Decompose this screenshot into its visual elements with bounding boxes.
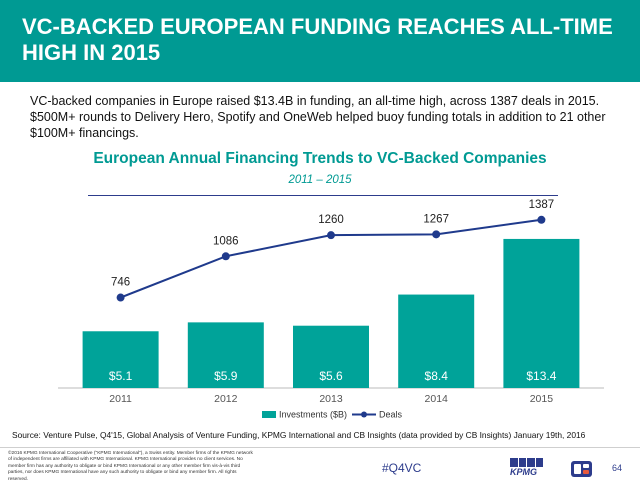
chart-subtitle: 2011 – 2015 [288,174,352,186]
page-number: 64 [612,463,623,473]
cb-insights-logo-icon [571,461,592,477]
bar [187,322,264,388]
combo-chart: $5.1 $5.9 $5.6 $8.4 $13.4 2011 2012 2013 2014 201… [58,199,604,420]
title-divider [88,195,558,196]
kpmg-logo-boxes [510,458,544,467]
deals-value-label: 1267 [423,213,449,225]
hashtag-label: #Q4VC [382,461,422,475]
deals-point [221,252,230,261]
kpmg-logo-text: KPMG [510,467,537,477]
legal-disclaimer: ©2016 KPMG International Cooperative ("K… [8,451,253,482]
deals-value-label: 1387 [529,199,555,211]
bar-value-label: $5.9 [214,369,238,383]
bar-value-label: $5.1 [109,369,133,383]
kpmg-logo: KPMG [510,458,544,482]
x-tick-label: 2014 [425,393,449,405]
x-tick-label: 2013 [319,393,343,405]
chart-title: European Annual Financing Trends to VC-B… [93,150,547,167]
x-tick-label: 2015 [530,393,554,405]
deals-value-label: 746 [111,277,130,289]
intro-paragraph: VC-backed companies in Europe raised $13… [30,94,606,140]
legend-swatch-investments [262,411,276,418]
footer-divider [0,447,640,448]
legend-label-deals: Deals [379,410,403,420]
x-tick-label: 2011 [109,393,132,405]
bar [82,331,159,388]
x-tick-label: 2012 [214,393,238,405]
deals-point [327,231,335,240]
deals-point [116,293,125,302]
header-banner: VC-BACKED EUROPEAN FUNDING REACHES ALL-T… [0,0,640,82]
deals-point [537,215,546,224]
deals-point [432,230,441,239]
bar-value-label: $5.6 [319,369,343,383]
legend-marker-deals [361,411,367,418]
bar [293,325,369,388]
page-title: VC-BACKED EUROPEAN FUNDING REACHES ALL-T… [22,14,613,65]
legend-label-investments: Investments ($B) [279,410,347,420]
bar-value-label: $8.4 [425,369,449,383]
bar [398,294,475,388]
bar [503,238,580,388]
deals-value-label: 1260 [318,214,344,226]
bar-value-label: $13.4 [526,369,556,383]
source-note: Source: Venture Pulse, Q4'15, Global Ana… [12,430,586,440]
deals-value-label: 1086 [213,235,239,247]
